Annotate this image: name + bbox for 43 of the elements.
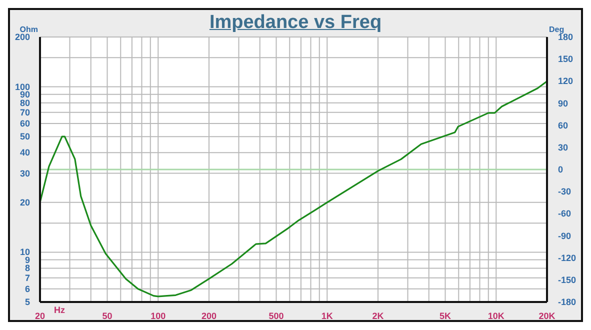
y2-tick-label: 150: [558, 54, 574, 64]
y2-tick-label: -150: [558, 274, 576, 285]
y2-tick-label: -30: [558, 186, 572, 197]
y-axis-title: Ohm: [20, 25, 38, 34]
y2-tick-label: 180: [558, 32, 574, 42]
y2-tick-label: 120: [558, 76, 574, 86]
y2-tick-label: 0: [558, 164, 564, 174]
y-tick-label: 30: [20, 168, 30, 178]
y-tick-label: 200: [14, 32, 30, 42]
chart-title: Impedance vs Freq: [209, 12, 382, 33]
y-tick-label: 40: [20, 148, 30, 158]
y2-tick-label: -90: [558, 230, 572, 241]
y-tick-label: 80: [20, 98, 30, 108]
x-tick-label: 500: [268, 311, 284, 321]
x-tick-label: 200: [201, 311, 217, 321]
y-tick-label: 6: [24, 284, 30, 294]
y-tick-label: 50: [20, 132, 30, 142]
y-tick-label: 8: [24, 263, 30, 274]
x-tick-label: 2K: [372, 311, 384, 321]
x-tick-label: 50: [102, 311, 112, 321]
y2-tick-label: -120: [558, 252, 576, 263]
y-tick-label: 90: [20, 89, 30, 100]
y-tick-label: 9: [24, 254, 30, 265]
x-axis-title: Hz: [54, 305, 66, 315]
y2-tick-label: -180: [558, 297, 576, 307]
y2-tick-label: -60: [558, 208, 572, 219]
y-tick-label: 100: [14, 82, 30, 92]
x-tick-label: 1K: [321, 311, 334, 321]
y-tick-label: 60: [20, 118, 30, 128]
y-tick-label: 20: [20, 197, 30, 208]
y2-tick-label: 60: [558, 120, 568, 130]
x-tick-label: 100: [150, 311, 166, 321]
y-tick-label: 70: [20, 107, 30, 118]
y-tick-label: 7: [24, 272, 30, 283]
y2-tick-label: 90: [558, 98, 568, 108]
y-tick-label: 10: [20, 247, 30, 258]
x-tick-label: 20: [34, 311, 46, 321]
x-tick-label: 10K: [488, 311, 505, 321]
y2-tick-label: 30: [558, 142, 568, 152]
x-tick-label: 20K: [538, 311, 556, 321]
x-tick-label: 5K: [439, 311, 452, 321]
y2-axis-title: Deg: [549, 25, 564, 34]
y-tick-label: 5: [24, 297, 30, 307]
